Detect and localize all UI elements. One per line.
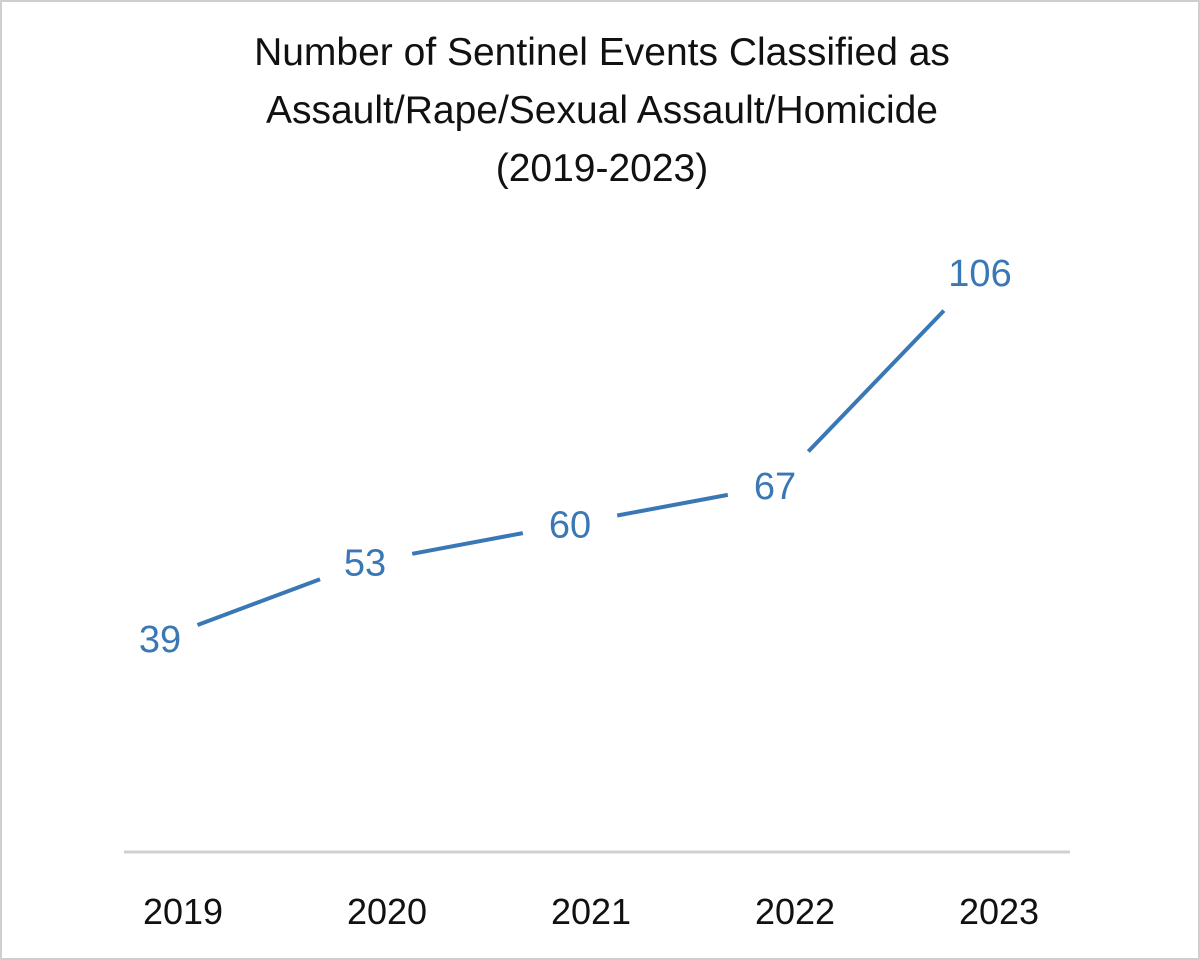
x-tick-label: 2022 bbox=[755, 891, 835, 932]
chart-title-line-1: Number of Sentinel Events Classified as bbox=[254, 31, 950, 74]
series-line-segment bbox=[411, 531, 524, 556]
data-label: 67 bbox=[754, 466, 796, 508]
chart-title: Number of Sentinel Events Classified as … bbox=[2, 24, 1200, 198]
chart-title-line-2: Assault/Rape/Sexual Assault/Homicide bbox=[265, 89, 938, 132]
data-label: 53 bbox=[344, 543, 386, 585]
data-label: 106 bbox=[948, 253, 1011, 295]
x-tick-label: 2021 bbox=[551, 891, 631, 932]
series-line-segment bbox=[616, 492, 729, 518]
series-line-segment bbox=[196, 577, 321, 627]
data-label: 39 bbox=[139, 619, 181, 661]
chart-title-line-3: (2019-2023) bbox=[495, 147, 709, 190]
data-label: 60 bbox=[549, 504, 591, 546]
x-tick-label: 2019 bbox=[143, 891, 223, 932]
x-tick-label: 2023 bbox=[959, 891, 1039, 932]
series-line-segment bbox=[806, 309, 946, 453]
x-tick-label: 2020 bbox=[347, 891, 427, 932]
